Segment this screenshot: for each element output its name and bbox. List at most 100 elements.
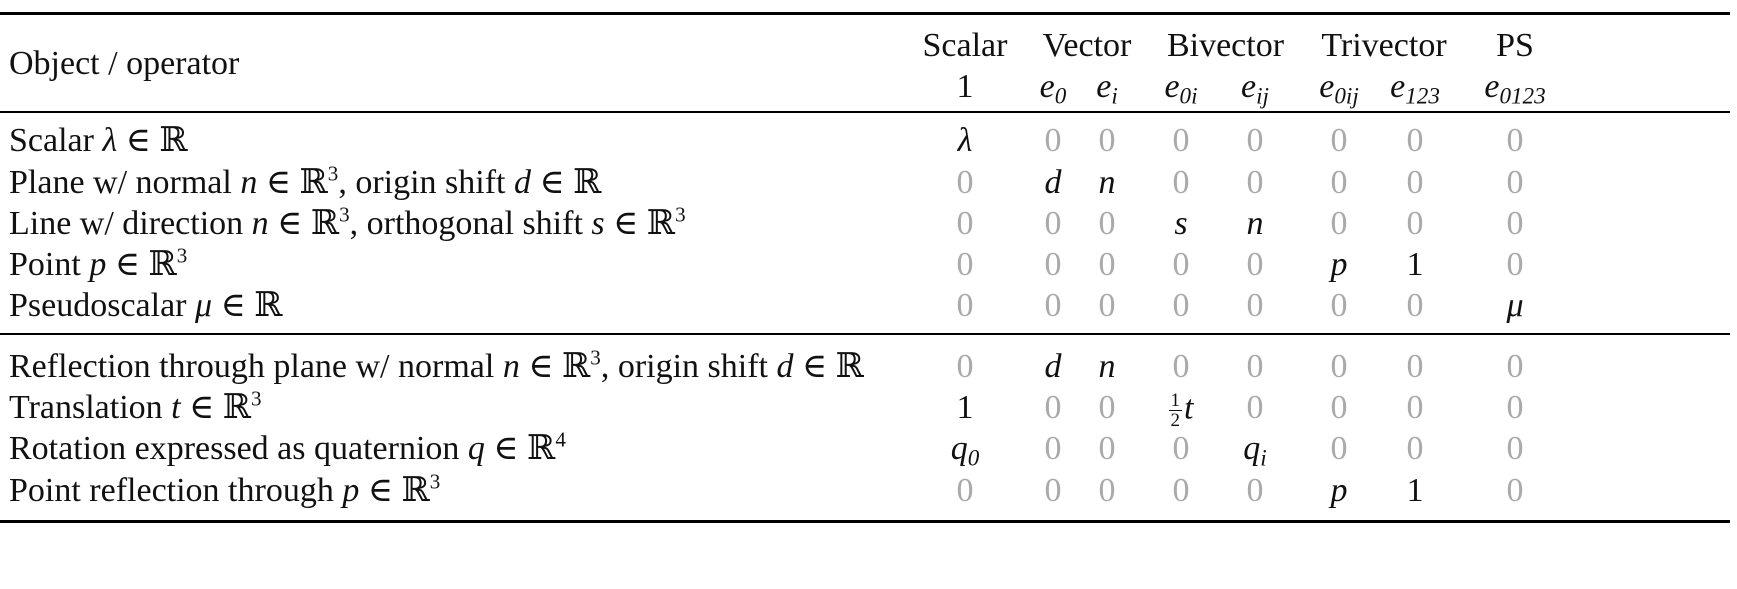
cell-value: 1 xyxy=(956,389,974,426)
basis-base: e xyxy=(1319,68,1335,105)
superscript: 3 xyxy=(176,243,188,268)
cell-value: 0 xyxy=(1044,287,1062,324)
zero-cell: 0 xyxy=(1141,432,1221,466)
cell-value: 0 xyxy=(1506,472,1524,509)
label-text: , orthogonal shift xyxy=(349,205,592,242)
zero-cell: 0 xyxy=(1475,207,1555,241)
cell-value: 0 xyxy=(956,287,974,324)
section-rule xyxy=(0,333,1730,335)
basis-base: e xyxy=(1096,68,1112,105)
cell-value: 0 xyxy=(1246,348,1264,385)
label-text: Translation xyxy=(9,389,172,426)
table-cell: s xyxy=(1141,207,1221,241)
header-group-ps: PS xyxy=(1496,27,1534,64)
operator-row-label: Point reflection through p ∈ ℝ3 xyxy=(9,471,440,509)
basis-sub: 0ij xyxy=(1334,83,1359,110)
top-rule xyxy=(0,12,1730,15)
cell-value: 0 xyxy=(1506,348,1524,385)
zero-cell: 0 xyxy=(1375,350,1455,384)
math-var: s xyxy=(1174,205,1188,242)
object-row-label: Plane w/ normal n ∈ ℝ3, origin shift d ∈… xyxy=(9,163,602,201)
zero-cell: 0 xyxy=(1375,391,1455,425)
zero-cell: 0 xyxy=(925,248,1005,282)
zero-cell: 0 xyxy=(925,350,1005,384)
basis-sub: 123 xyxy=(1405,83,1440,110)
zero-cell: 0 xyxy=(1475,248,1555,282)
header-group-trivector: Trivector xyxy=(1321,27,1447,64)
zero-cell: 0 xyxy=(925,207,1005,241)
cell-value: 0 xyxy=(1330,348,1348,385)
zero-cell: 0 xyxy=(1215,289,1295,323)
cell-value: 0 xyxy=(1098,122,1116,159)
zero-cell: 0 xyxy=(1475,474,1555,508)
operator-row-label: Translation t ∈ ℝ3 xyxy=(9,388,262,426)
subscript: 0 xyxy=(967,445,980,472)
fraction-numerator: 1 xyxy=(1168,390,1183,411)
table-cell: μ xyxy=(1475,289,1555,323)
cell-value: 0 xyxy=(1246,389,1264,426)
cell-value: 0 xyxy=(1044,472,1062,509)
cell-value: 0 xyxy=(1246,287,1264,324)
label-text: Plane w/ normal xyxy=(9,164,241,201)
header-group-bivector: Bivector xyxy=(1166,27,1285,64)
math-var: q xyxy=(1243,430,1261,467)
basis-base: 1 xyxy=(956,68,974,105)
zero-cell: 0 xyxy=(1067,432,1147,466)
cell-value: 0 xyxy=(1330,287,1348,324)
math-var: n xyxy=(251,205,269,242)
cell-value: 0 xyxy=(1246,122,1264,159)
zero-cell: 0 xyxy=(1215,124,1295,158)
basis-sub: 0123 xyxy=(1499,83,1546,110)
zero-cell: 0 xyxy=(1475,432,1555,466)
zero-cell: 0 xyxy=(925,289,1005,323)
cell-value: 0 xyxy=(1406,205,1424,242)
basis-vector-ei: ei xyxy=(1062,68,1152,109)
math-var: p xyxy=(342,472,360,509)
cell-value: 0 xyxy=(1172,287,1190,324)
basis-trivector-e123: e123 xyxy=(1370,70,1460,109)
math-var: n xyxy=(1098,164,1116,201)
cell-value: 0 xyxy=(1506,164,1524,201)
zero-cell: 0 xyxy=(1375,207,1455,241)
operator-row-label: Rotation expressed as quaternion q ∈ ℝ4 xyxy=(9,429,566,466)
zero-cell: 0 xyxy=(1299,350,1379,384)
zero-cell: 0 xyxy=(1013,289,1093,323)
basis-bivector-eij: eij xyxy=(1210,70,1300,109)
label-text: Reflection through plane w/ normal xyxy=(9,348,503,385)
table-cell: 1 xyxy=(925,391,1005,425)
zero-cell: 0 xyxy=(1013,432,1093,466)
zero-cell: 0 xyxy=(1299,166,1379,200)
cell-value: 0 xyxy=(1098,205,1116,242)
label-text: ∈ ℝ xyxy=(531,164,602,201)
cell-value: 0 xyxy=(1246,472,1264,509)
basis-base: e xyxy=(1164,68,1180,105)
zero-cell: 0 xyxy=(1141,166,1221,200)
label-text: , origin shift xyxy=(338,164,514,201)
cell-value: 0 xyxy=(956,348,974,385)
math-var: d xyxy=(1044,164,1062,201)
math-var: n xyxy=(1246,205,1264,242)
label-text: Line w/ direction xyxy=(9,205,252,242)
zero-cell: 0 xyxy=(1013,474,1093,508)
cell-value: 0 xyxy=(1506,389,1524,426)
label-text: ∈ ℝ xyxy=(117,122,188,159)
cell-value: 0 xyxy=(1172,164,1190,201)
zero-cell: 0 xyxy=(1141,248,1221,282)
math-var: λ xyxy=(957,122,973,159)
cell-value: 0 xyxy=(1044,389,1062,426)
cell-value: 0 xyxy=(1330,122,1348,159)
cell-value: 0 xyxy=(1098,389,1116,426)
label-text: Point reflection through xyxy=(9,472,343,509)
superscript: 3 xyxy=(590,345,601,370)
basis-sub: i xyxy=(1111,83,1118,110)
basis-sub: 0 xyxy=(1054,83,1067,110)
zero-cell: 0 xyxy=(1067,124,1147,158)
basis-bivector-e0i: e0i xyxy=(1136,68,1226,109)
cell-value: 0 xyxy=(1506,122,1524,159)
cell-value: 0 xyxy=(1172,246,1190,283)
label-text: ∈ ℝ xyxy=(359,472,430,509)
math-var: λ xyxy=(102,122,118,159)
cell-value: 0 xyxy=(1406,287,1424,324)
bottom-rule xyxy=(0,520,1730,523)
zero-cell: 0 xyxy=(1475,166,1555,200)
